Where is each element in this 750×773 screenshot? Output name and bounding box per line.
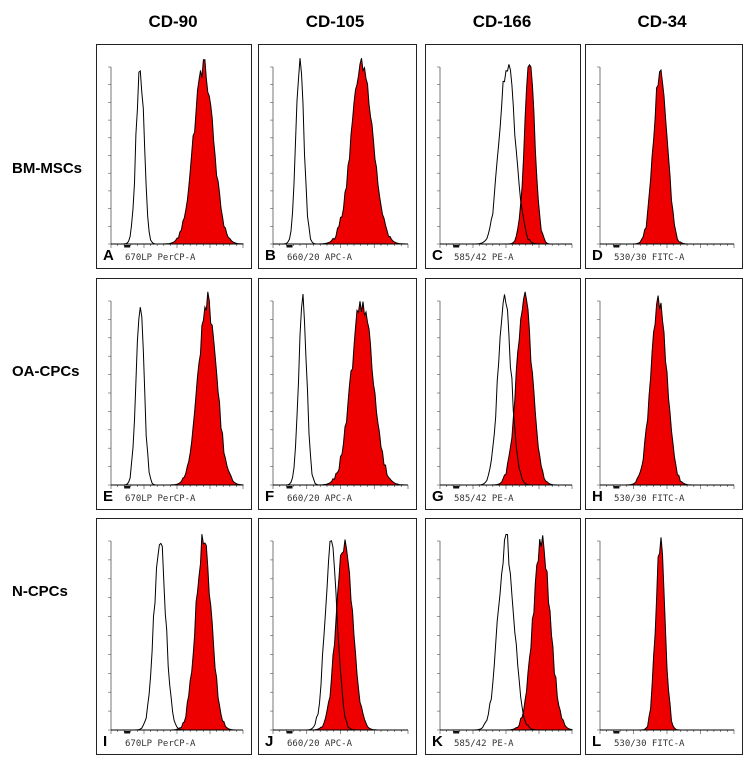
column-header-cd105: CD-105 [305,12,365,31]
row-label-n-cpcs: N-CPCs [12,583,68,600]
channel-label: 530/30 FITC-A [614,739,685,749]
histogram-plot [108,534,244,734]
panel-letter: C [432,247,443,264]
axis-origin-mark [124,245,131,248]
histogram-panel-b: B 660/20 APC-A [258,44,417,269]
axis-origin-mark [124,486,131,489]
column-header-cd90: CD-90 [148,12,198,31]
histogram-plot [270,293,409,489]
stained-histogram [440,291,572,486]
control-histogram [111,70,243,245]
histogram-panel-k: K 585/42 PE-A [425,518,581,755]
channel-label: 585/42 PE-A [454,494,514,504]
panel-letter: J [265,733,274,750]
channel-label: 530/30 FITC-A [614,253,685,263]
row-label-oa-cpcs: OA-CPCs [12,363,80,380]
panel-letter: E [103,488,114,505]
histogram-plot [270,539,409,734]
control-histogram [440,294,572,486]
panel-letter: F [265,488,275,505]
axis-origin-mark [286,245,293,248]
stained-histogram [600,68,734,245]
panel-letter: L [592,733,602,750]
axis-origin-mark [613,731,620,734]
histogram-panel-d: D 530/30 FITC-A [585,44,743,269]
panel-letter: B [265,247,276,264]
histogram-panel-h: H 530/30 FITC-A [585,278,743,510]
histogram-plot [108,291,244,489]
axis-origin-mark [286,731,293,734]
channel-label: 670LP PerCP-A [125,253,196,263]
stained-histogram [273,539,408,731]
control-histogram [273,58,408,245]
panel-letter: K [432,733,443,750]
stained-histogram [273,301,408,486]
control-histogram [273,293,408,486]
axis-origin-mark [613,486,620,489]
panel-letter: G [432,488,444,505]
stained-histogram [600,537,734,731]
stained-histogram [600,295,734,486]
stained-histogram [111,291,244,486]
histogram-plot [270,58,409,248]
control-histogram [111,542,243,731]
panel-letter: D [592,247,603,264]
histogram-panel-f: F 660/20 APC-A [258,278,417,510]
axis-origin-mark [453,245,460,248]
control-histogram [440,64,572,245]
histogram-plot [108,59,244,248]
channel-label: 660/20 APC-A [287,739,353,749]
channel-label: 670LP PerCP-A [125,494,196,504]
axis-origin-mark [613,245,620,248]
histogram-plot [437,291,573,489]
control-histogram [111,307,243,486]
row-label-bm-mscs: BM-MSCs [12,160,82,177]
channel-label: 585/42 PE-A [454,739,514,749]
stained-histogram [273,58,408,245]
histogram-plot [437,63,573,248]
stained-histogram [440,63,572,245]
axis-origin-mark [453,486,460,489]
control-histogram [440,533,572,731]
stained-histogram [111,534,243,731]
stained-histogram [440,535,573,731]
panel-letter: H [592,488,603,505]
histogram-plot [597,537,735,734]
panel-letter: A [103,247,114,264]
channel-label: 530/30 FITC-A [614,494,685,504]
histogram-panel-g: G 585/42 PE-A [425,278,581,510]
axis-origin-mark [453,731,460,734]
histogram-panel-e: E 670LP PerCP-A [96,278,252,510]
histogram-plot [597,66,735,248]
histogram-panel-i: I 670LP PerCP-A [96,518,252,755]
histogram-panel-l: L 530/30 FITC-A [585,518,743,755]
histogram-plot [597,295,735,489]
channel-label: 660/20 APC-A [287,494,353,504]
histogram-panel-j: J 660/20 APC-A [258,518,417,755]
control-histogram [273,540,408,731]
axis-origin-mark [286,486,293,489]
column-header-cd34: CD-34 [637,12,687,31]
histogram-panel-c: C 585/42 PE-A [425,44,581,269]
panel-letter: I [103,733,108,750]
column-header-cd166: CD-166 [472,12,532,31]
histogram-panel-a: A 670LP PerCP-A [96,44,252,269]
channel-label: 660/20 APC-A [287,253,353,263]
stained-histogram [111,59,244,245]
histogram-plot [437,533,573,734]
channel-label: 670LP PerCP-A [125,739,196,749]
axis-origin-mark [124,731,131,734]
channel-label: 585/42 PE-A [454,253,514,263]
